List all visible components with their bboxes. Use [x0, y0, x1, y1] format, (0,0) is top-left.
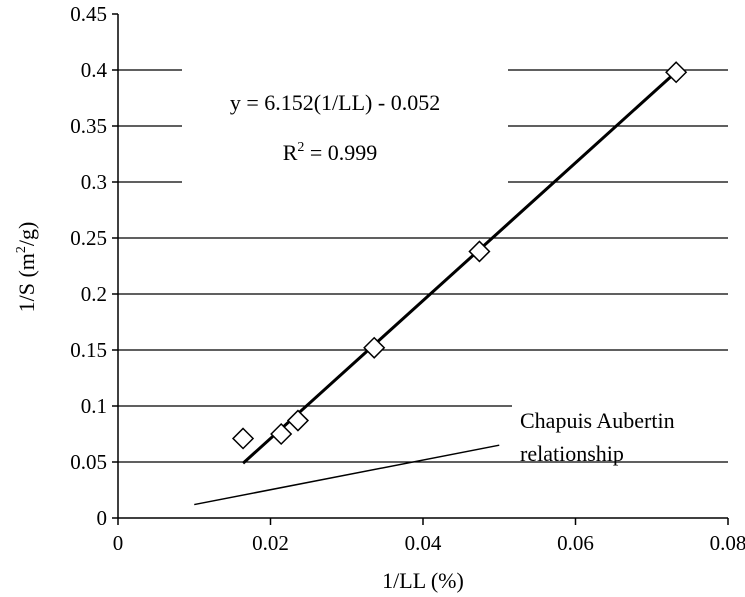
y-tick-label: 0.2 [81, 282, 107, 306]
y-tick-label: 0.4 [81, 58, 108, 82]
reference-line-label-line1: Chapuis Aubertin [520, 408, 675, 433]
y-tick-label: 0.35 [70, 114, 107, 138]
data-point [286, 409, 310, 432]
y-axis-label-sup: 2 [14, 246, 29, 253]
y-axis-label: 1/S (m2/g) [14, 222, 39, 313]
x-tick-label: 0.06 [557, 531, 594, 555]
x-tick-label: 0.02 [252, 531, 289, 555]
r-squared-sup: 2 [297, 140, 304, 155]
data-points [231, 61, 688, 450]
y-axis-ticks: 0 0.05 0.1 0.15 0.2 0.25 0.3 0.35 0.4 0.45 [70, 2, 118, 530]
r-squared-prefix: R [283, 140, 298, 165]
y-tick-label: 0 [97, 506, 108, 530]
data-point [231, 427, 255, 450]
chapuis-aubertin-line [194, 444, 500, 506]
y-tick-label: 0.1 [81, 394, 107, 418]
y-axis-label-prefix: 1/S (m [14, 253, 39, 312]
y-tick-label: 0.25 [70, 226, 107, 250]
r-squared-suffix: = 0.999 [304, 140, 377, 165]
data-point [270, 422, 293, 446]
x-axis-label: 1/LL (%) [382, 568, 464, 593]
y-tick-label: 0.15 [70, 338, 107, 362]
grid-lines [118, 69, 728, 463]
y-tick-label: 0.45 [70, 2, 107, 26]
data-point [665, 61, 688, 84]
x-tick-label: 0.08 [710, 531, 745, 555]
data-point [363, 336, 386, 359]
y-axis-label-suffix: /g) [14, 222, 39, 246]
x-axis-ticks: 0 0.02 0.04 0.06 0.08 [113, 518, 745, 555]
trendline-line [242, 70, 678, 465]
x-tick-label: 0 [113, 531, 124, 555]
trendline [242, 70, 678, 465]
reference-line [194, 444, 500, 506]
data-point [468, 240, 491, 263]
y-tick-label: 0.3 [81, 170, 107, 194]
x-tick-label: 0.04 [405, 531, 442, 555]
equation-label: y = 6.152(1/LL) - 0.052 [230, 90, 440, 115]
y-tick-label: 0.05 [70, 450, 107, 474]
r-squared-label: R2 = 0.999 [283, 140, 378, 165]
reference-line-label-line2: relationship [520, 441, 624, 466]
